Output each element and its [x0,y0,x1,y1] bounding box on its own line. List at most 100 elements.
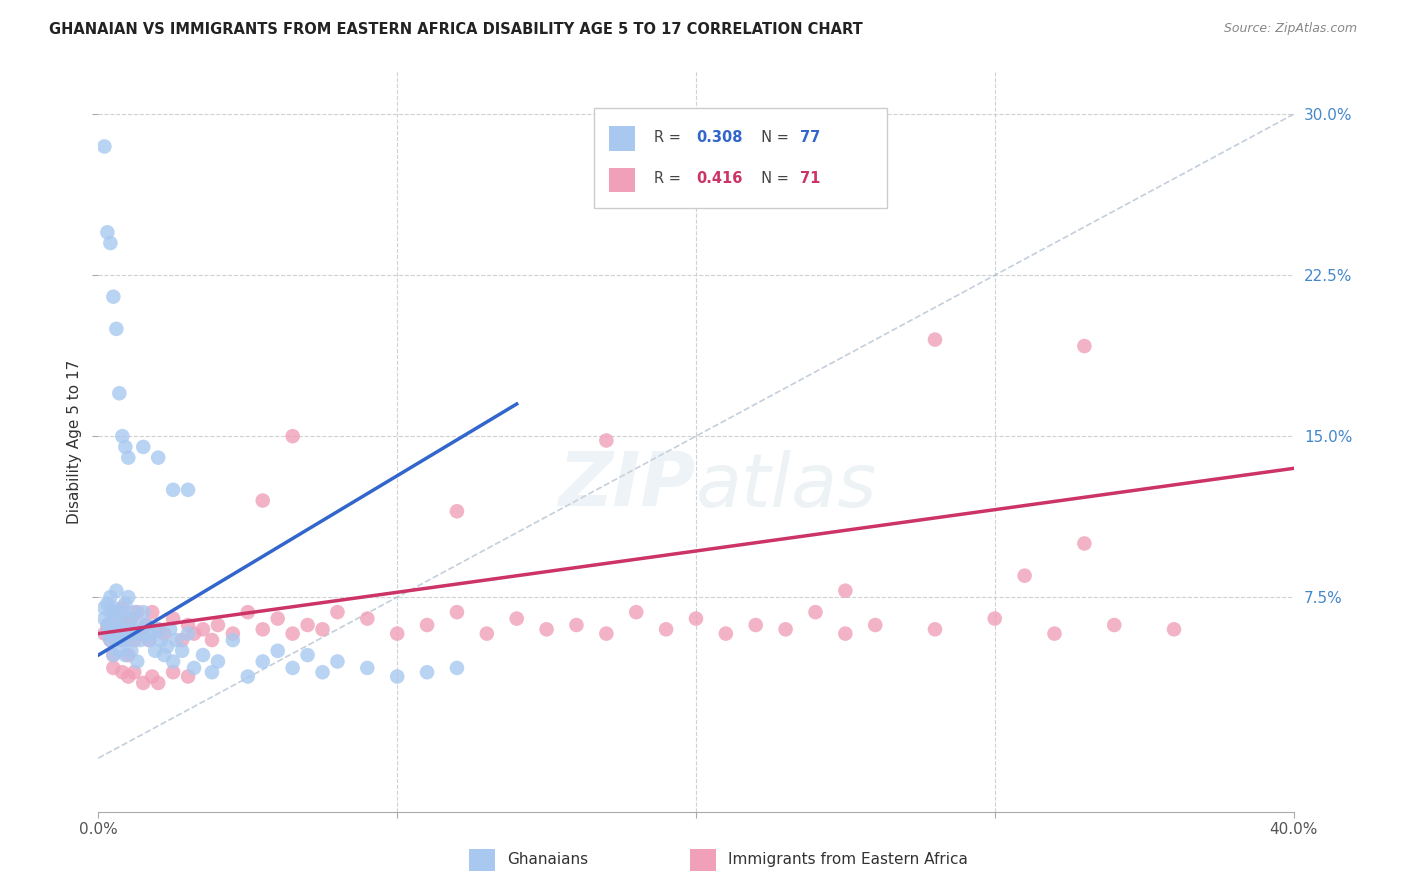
Ghanaians [93,611,115,625]
Ghanaians [96,626,118,640]
Immigrants from Eastern Africa [267,611,290,625]
Immigrants from Eastern Africa [1073,536,1095,550]
Immigrants from Eastern Africa [117,648,139,662]
Ghanaians [150,633,173,648]
Immigrants from Eastern Africa [804,605,827,619]
Ghanaians [129,633,152,648]
Immigrants from Eastern Africa [132,623,155,637]
Ghanaians [111,605,134,619]
Immigrants from Eastern Africa [446,504,468,518]
Ghanaians [297,648,319,662]
Immigrants from Eastern Africa [506,611,529,625]
Immigrants from Eastern Africa [252,623,274,637]
Immigrants from Eastern Africa [475,626,498,640]
Ghanaians [143,644,166,658]
Ghanaians [103,600,125,615]
Text: GHANAIAN VS IMMIGRANTS FROM EASTERN AFRICA DISABILITY AGE 5 TO 17 CORRELATION CH: GHANAIAN VS IMMIGRANTS FROM EASTERN AFRI… [49,22,863,37]
Immigrants from Eastern Africa [103,648,125,662]
Ghanaians [117,450,139,465]
Ghanaians [252,655,274,669]
Ghanaians [103,648,125,662]
Ghanaians [326,655,349,669]
Ghanaians [103,623,125,637]
Ghanaians [114,440,136,454]
Ghanaians [103,290,125,304]
Text: N =: N = [752,129,793,145]
Ghanaians [108,618,131,632]
Immigrants from Eastern Africa [132,676,155,690]
Ghanaians [138,633,160,648]
Ghanaians [127,655,149,669]
Ghanaians [156,640,179,654]
Immigrants from Eastern Africa [297,618,319,632]
Ghanaians [127,618,149,632]
Immigrants from Eastern Africa [714,626,737,640]
Ghanaians [111,429,134,443]
Ghanaians [117,611,139,625]
Immigrants from Eastern Africa [252,493,274,508]
Immigrants from Eastern Africa [141,605,163,619]
Immigrants from Eastern Africa [124,633,146,648]
Ghanaians [141,626,163,640]
Ghanaians [111,633,134,648]
Ghanaians [222,633,245,648]
Immigrants from Eastern Africa [595,626,617,640]
Ghanaians [446,661,468,675]
Ghanaians [165,633,187,648]
Immigrants from Eastern Africa [924,623,946,637]
Immigrants from Eastern Africa [114,626,136,640]
Ghanaians [162,483,184,497]
Immigrants from Eastern Africa [207,618,229,632]
Ghanaians [183,661,205,675]
FancyBboxPatch shape [595,109,887,209]
Immigrants from Eastern Africa [93,626,115,640]
Immigrants from Eastern Africa [162,611,184,625]
FancyBboxPatch shape [690,849,716,871]
Ghanaians [172,644,194,658]
Ghanaians [416,665,439,680]
Immigrants from Eastern Africa [177,669,200,683]
Immigrants from Eastern Africa [111,633,134,648]
Immigrants from Eastern Africa [96,618,118,632]
Immigrants from Eastern Africa [1014,568,1036,582]
Immigrants from Eastern Africa [984,611,1007,625]
Ghanaians [98,605,122,619]
Text: R =: R = [654,129,686,145]
Text: 0.308: 0.308 [696,129,742,145]
Immigrants from Eastern Africa [183,626,205,640]
Immigrants from Eastern Africa [834,583,856,598]
Ghanaians [177,483,200,497]
Text: ZIP: ZIP [558,450,696,523]
Immigrants from Eastern Africa [281,429,304,443]
Immigrants from Eastern Africa [108,611,131,625]
Immigrants from Eastern Africa [177,618,200,632]
Immigrants from Eastern Africa [595,434,617,448]
Immigrants from Eastern Africa [222,626,245,640]
Ghanaians [98,633,122,648]
Immigrants from Eastern Africa [326,605,349,619]
Text: 0.416: 0.416 [696,171,742,186]
Ghanaians [236,669,259,683]
Ghanaians [105,322,128,336]
Immigrants from Eastern Africa [201,633,224,648]
Ghanaians [96,225,118,239]
Immigrants from Eastern Africa [148,676,170,690]
Ghanaians [207,655,229,669]
Text: Source: ZipAtlas.com: Source: ZipAtlas.com [1223,22,1357,36]
Ghanaians [132,440,155,454]
Immigrants from Eastern Africa [924,333,946,347]
Immigrants from Eastern Africa [1104,618,1126,632]
Immigrants from Eastern Africa [138,633,160,648]
Ghanaians [311,665,333,680]
Ghanaians [117,590,139,604]
Ghanaians [93,600,115,615]
Ghanaians [105,605,128,619]
Immigrants from Eastern Africa [1163,623,1185,637]
Immigrants from Eastern Africa [103,661,125,675]
Y-axis label: Disability Age 5 to 17: Disability Age 5 to 17 [66,359,82,524]
Ghanaians [148,623,170,637]
Ghanaians [159,623,181,637]
FancyBboxPatch shape [470,849,495,871]
Ghanaians [124,626,146,640]
Ghanaians [124,605,146,619]
